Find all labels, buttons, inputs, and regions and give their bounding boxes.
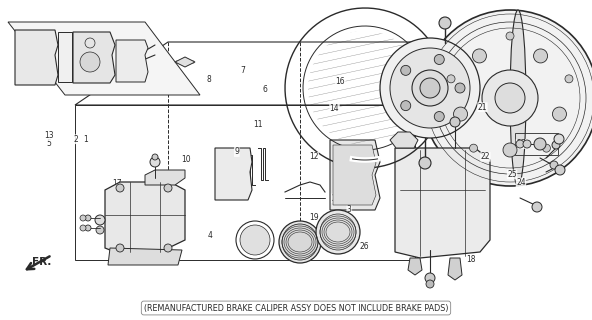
Circle shape	[164, 244, 172, 252]
Polygon shape	[145, 170, 185, 185]
Text: 7: 7	[240, 66, 245, 75]
Text: 20: 20	[359, 146, 369, 155]
Text: 16: 16	[336, 77, 345, 86]
Text: 18: 18	[466, 255, 475, 264]
Polygon shape	[390, 132, 418, 148]
Polygon shape	[58, 32, 72, 82]
Polygon shape	[215, 148, 252, 200]
Circle shape	[469, 144, 478, 152]
Text: 25: 25	[507, 170, 517, 179]
Circle shape	[523, 140, 531, 148]
Circle shape	[472, 49, 487, 63]
Text: 1: 1	[83, 135, 88, 144]
Text: FR.: FR.	[33, 257, 52, 267]
Polygon shape	[448, 258, 462, 280]
Circle shape	[534, 138, 546, 150]
Circle shape	[435, 54, 444, 64]
Polygon shape	[408, 258, 422, 275]
Text: 11: 11	[253, 120, 262, 129]
Ellipse shape	[316, 210, 360, 254]
Polygon shape	[105, 182, 185, 252]
Circle shape	[422, 10, 592, 186]
Circle shape	[532, 202, 542, 212]
Circle shape	[506, 32, 514, 40]
Circle shape	[412, 70, 448, 106]
Text: 13: 13	[44, 132, 53, 140]
Circle shape	[96, 226, 104, 234]
Text: 2: 2	[73, 135, 78, 144]
Circle shape	[95, 215, 105, 225]
Circle shape	[152, 154, 158, 160]
Circle shape	[552, 141, 560, 149]
Ellipse shape	[510, 10, 526, 186]
Circle shape	[555, 165, 565, 175]
Circle shape	[542, 144, 551, 152]
Polygon shape	[73, 32, 115, 83]
Text: 15: 15	[361, 162, 371, 171]
Circle shape	[420, 78, 440, 98]
Ellipse shape	[240, 225, 270, 255]
Circle shape	[516, 140, 524, 148]
Circle shape	[503, 143, 517, 157]
Polygon shape	[8, 22, 200, 95]
Polygon shape	[116, 40, 148, 82]
Circle shape	[116, 184, 124, 192]
Circle shape	[85, 215, 91, 221]
Circle shape	[116, 244, 124, 252]
Text: 4: 4	[208, 231, 213, 240]
Polygon shape	[333, 145, 376, 205]
Circle shape	[401, 100, 411, 111]
Polygon shape	[15, 30, 58, 85]
Polygon shape	[395, 148, 490, 258]
Circle shape	[447, 75, 455, 83]
Circle shape	[425, 273, 435, 283]
Circle shape	[419, 157, 431, 169]
Text: (REMANUFACTURED BRAKE CALIPER ASSY DOES NOT INCLUDE BRAKE PADS): (REMANUFACTURED BRAKE CALIPER ASSY DOES …	[144, 303, 448, 313]
Text: 19: 19	[309, 213, 318, 222]
Circle shape	[150, 157, 160, 167]
Circle shape	[482, 70, 538, 126]
Text: 24: 24	[516, 178, 526, 187]
Circle shape	[453, 107, 468, 121]
Circle shape	[401, 65, 411, 76]
Circle shape	[495, 83, 525, 113]
Text: 5: 5	[46, 140, 51, 148]
Circle shape	[85, 225, 91, 231]
Text: 3: 3	[347, 205, 352, 214]
Circle shape	[80, 215, 86, 221]
Text: 17: 17	[112, 179, 122, 188]
Circle shape	[533, 49, 548, 63]
Polygon shape	[175, 57, 195, 67]
Text: 9: 9	[234, 148, 239, 156]
Circle shape	[565, 75, 573, 83]
Text: 8: 8	[206, 75, 211, 84]
Text: 6: 6	[263, 85, 268, 94]
Circle shape	[164, 184, 172, 192]
Circle shape	[380, 38, 480, 138]
Circle shape	[455, 83, 465, 93]
Ellipse shape	[320, 214, 356, 250]
Ellipse shape	[279, 221, 321, 263]
Text: 12: 12	[309, 152, 318, 161]
Text: 27: 27	[516, 140, 526, 148]
Circle shape	[80, 52, 100, 72]
Ellipse shape	[282, 224, 318, 260]
Polygon shape	[108, 248, 182, 265]
Circle shape	[390, 48, 470, 128]
Text: 22: 22	[481, 152, 490, 161]
Text: 23: 23	[332, 194, 341, 203]
Circle shape	[552, 107, 567, 121]
Polygon shape	[330, 140, 380, 210]
Text: 26: 26	[359, 242, 369, 251]
Circle shape	[450, 117, 460, 127]
Text: 14: 14	[330, 104, 339, 113]
Circle shape	[554, 134, 564, 144]
Text: 21: 21	[478, 103, 487, 112]
Circle shape	[426, 280, 434, 288]
Text: 10: 10	[182, 156, 191, 164]
Circle shape	[435, 112, 444, 122]
Circle shape	[439, 17, 451, 29]
Circle shape	[550, 161, 558, 169]
Circle shape	[80, 225, 86, 231]
